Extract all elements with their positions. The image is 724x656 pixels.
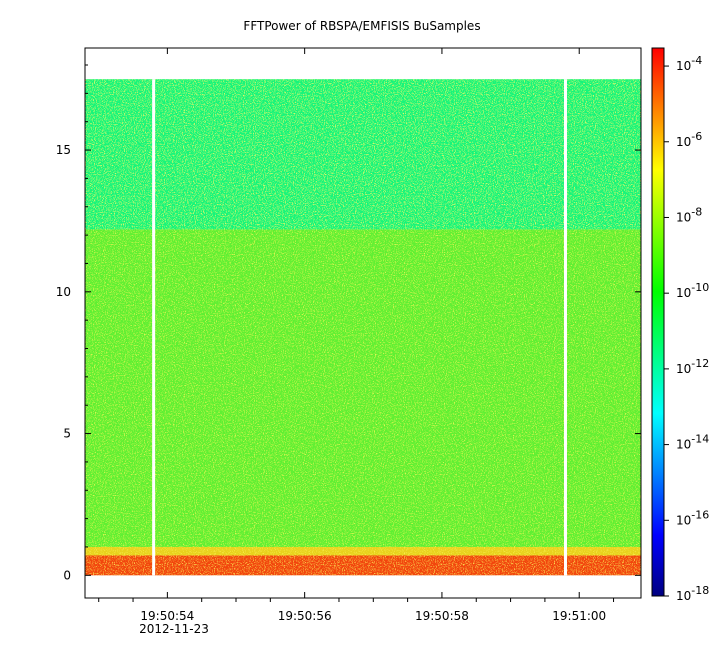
plot-area xyxy=(85,48,641,598)
colorbar-tick-label: 10-12 xyxy=(676,357,709,376)
x-tick-label: 19:50:58 xyxy=(415,609,469,623)
colorbar-tick-label: 10-18 xyxy=(676,584,709,603)
data-gap xyxy=(152,79,156,576)
spectrogram-bands xyxy=(85,79,641,576)
y-tick-label: 15 xyxy=(56,143,71,157)
y-tick-label: 10 xyxy=(56,285,71,299)
spectrogram-band xyxy=(85,229,641,547)
colorbar-gradient xyxy=(652,48,664,596)
colorbar-tick-label: 10-8 xyxy=(676,205,702,224)
colorbar-tick-label: 10-14 xyxy=(676,433,709,452)
x-axis-date-label: 2012-11-23 xyxy=(139,622,209,636)
y-axis: 0 5 10 15 xyxy=(56,64,641,582)
data-gap xyxy=(563,79,567,576)
x-tick-label: 19:50:56 xyxy=(278,609,332,623)
x-tick-label: 19:50:54 xyxy=(140,609,194,623)
spectrogram-band xyxy=(85,546,641,556)
colorbar-tick-label: 10-4 xyxy=(676,54,702,73)
spectrogram-band xyxy=(85,555,641,576)
plot-frame xyxy=(84,47,642,599)
colorbar: 10-4 10-6 10-8 10-10 10-12 10-14 10-16 10-18 xyxy=(651,47,709,603)
y-tick-label: 5 xyxy=(63,427,71,441)
x-tick-label: 19:51:00 xyxy=(552,609,606,623)
x-axis: 19:50:54 19:50:56 19:50:58 19:51:00 xyxy=(98,48,615,623)
chart-title: FFTPower of RBSPA/EMFISIS BuSamples xyxy=(243,19,480,33)
colorbar-tick-label: 10-6 xyxy=(676,130,702,149)
colorbar-tick-label: 10-16 xyxy=(676,508,709,527)
data-gaps xyxy=(152,79,567,576)
colorbar-frame xyxy=(651,47,665,597)
spectrogram-band xyxy=(85,79,641,230)
colorbar-tick-label: 10-10 xyxy=(676,281,709,300)
y-tick-label: 0 xyxy=(63,568,71,582)
